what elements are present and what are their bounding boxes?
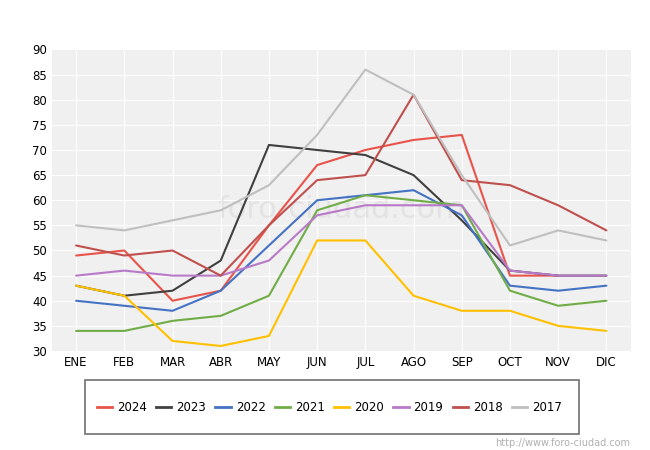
Text: 2023: 2023 [176,401,206,414]
Text: 2019: 2019 [413,401,443,414]
Text: 2024: 2024 [117,401,147,414]
Text: http://www.foro-ciudad.com: http://www.foro-ciudad.com [495,438,630,448]
Text: foro-ciudad.com: foro-ciudad.com [217,195,465,224]
Text: 2022: 2022 [236,401,266,414]
Text: 2018: 2018 [473,401,502,414]
Text: 2021: 2021 [295,401,325,414]
Text: Afiliados en Vegas de Matute a 30/11/2024: Afiliados en Vegas de Matute a 30/11/202… [146,11,504,29]
Text: 2017: 2017 [532,401,562,414]
Text: 2020: 2020 [354,401,384,414]
